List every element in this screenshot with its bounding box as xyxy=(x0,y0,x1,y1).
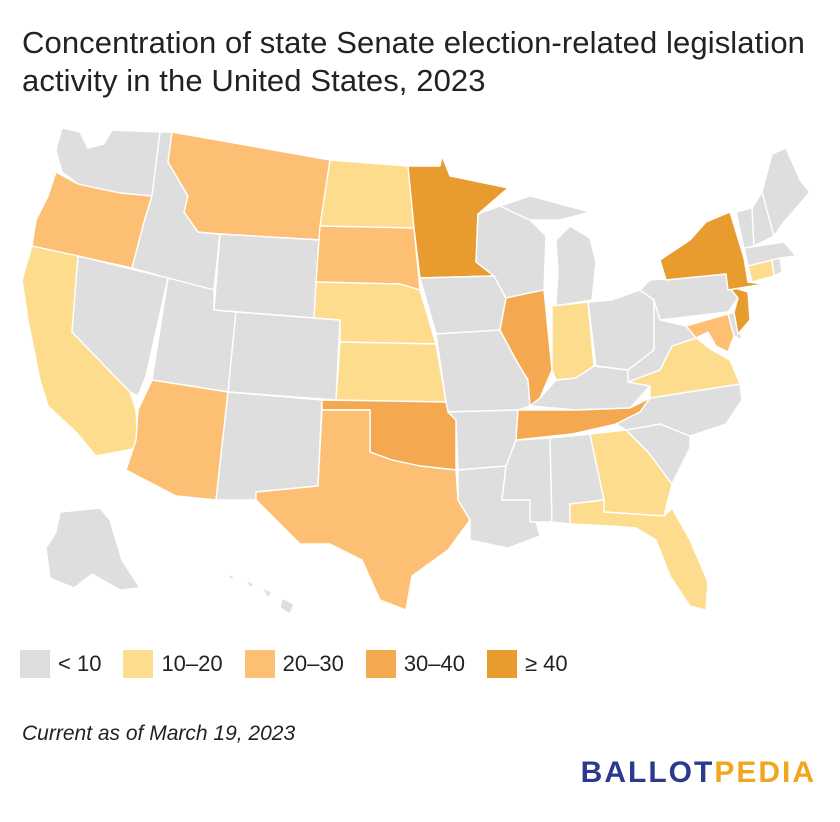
state-ak[interactable] xyxy=(45,507,141,591)
state-nd[interactable] xyxy=(319,159,415,229)
legend-label-10-20: 10–20 xyxy=(161,651,223,676)
legend: < 10 10–20 20–30 30–40 ≥ 40 xyxy=(20,649,590,679)
state-tx[interactable] xyxy=(255,409,471,611)
state-ks[interactable] xyxy=(335,341,447,403)
legend-item-ge40: ≥ 40 xyxy=(487,650,568,678)
logo-part-ballot: BALLOT xyxy=(580,756,715,789)
state-ny[interactable] xyxy=(659,211,765,291)
state-wv[interactable] xyxy=(627,299,697,383)
state-nj[interactable] xyxy=(727,285,751,335)
legend-item-20-30: 20–30 xyxy=(244,650,344,678)
legend-label-30-40: 30–40 xyxy=(403,651,465,676)
state-az[interactable] xyxy=(125,379,229,501)
legend-item-10-20: 10–20 xyxy=(123,650,223,678)
us-map xyxy=(0,110,840,630)
state-co[interactable] xyxy=(227,311,341,401)
state-nm[interactable] xyxy=(215,391,323,501)
legend-item-lt10: < 10 xyxy=(20,650,101,678)
state-mt[interactable] xyxy=(167,131,331,241)
chart-title: Concentration of state Senate election-r… xyxy=(22,25,806,98)
state-in[interactable] xyxy=(551,301,595,381)
state-sd[interactable] xyxy=(315,225,421,291)
state-ia[interactable] xyxy=(419,275,507,335)
footnote-date: Current as of March 19, 2023 xyxy=(22,722,296,745)
state-ri[interactable] xyxy=(771,257,783,277)
state-ma[interactable] xyxy=(743,241,797,267)
legend-item-30-40: 30–40 xyxy=(365,650,465,678)
state-pa[interactable] xyxy=(639,273,739,321)
logo-part-pedia: PEDIA xyxy=(714,756,816,789)
legend-label-20-30: 20–30 xyxy=(282,651,344,676)
state-me[interactable] xyxy=(761,147,811,237)
legend-swatch-ge40 xyxy=(487,650,517,678)
legend-label-ge40: ≥ 40 xyxy=(525,651,568,676)
state-mi[interactable] xyxy=(499,195,597,307)
legend-swatch-20-30 xyxy=(244,650,275,678)
legend-label-lt10: < 10 xyxy=(58,651,102,676)
ballotpedia-logo: BALLOTPEDIA xyxy=(581,756,816,790)
legend-swatch-30-40 xyxy=(365,650,396,678)
state-fl[interactable] xyxy=(569,499,709,611)
legend-swatch-10-20 xyxy=(123,650,154,678)
legend-swatch-lt10 xyxy=(20,650,50,678)
state-hi[interactable] xyxy=(225,573,295,615)
state-wy[interactable] xyxy=(213,233,321,319)
